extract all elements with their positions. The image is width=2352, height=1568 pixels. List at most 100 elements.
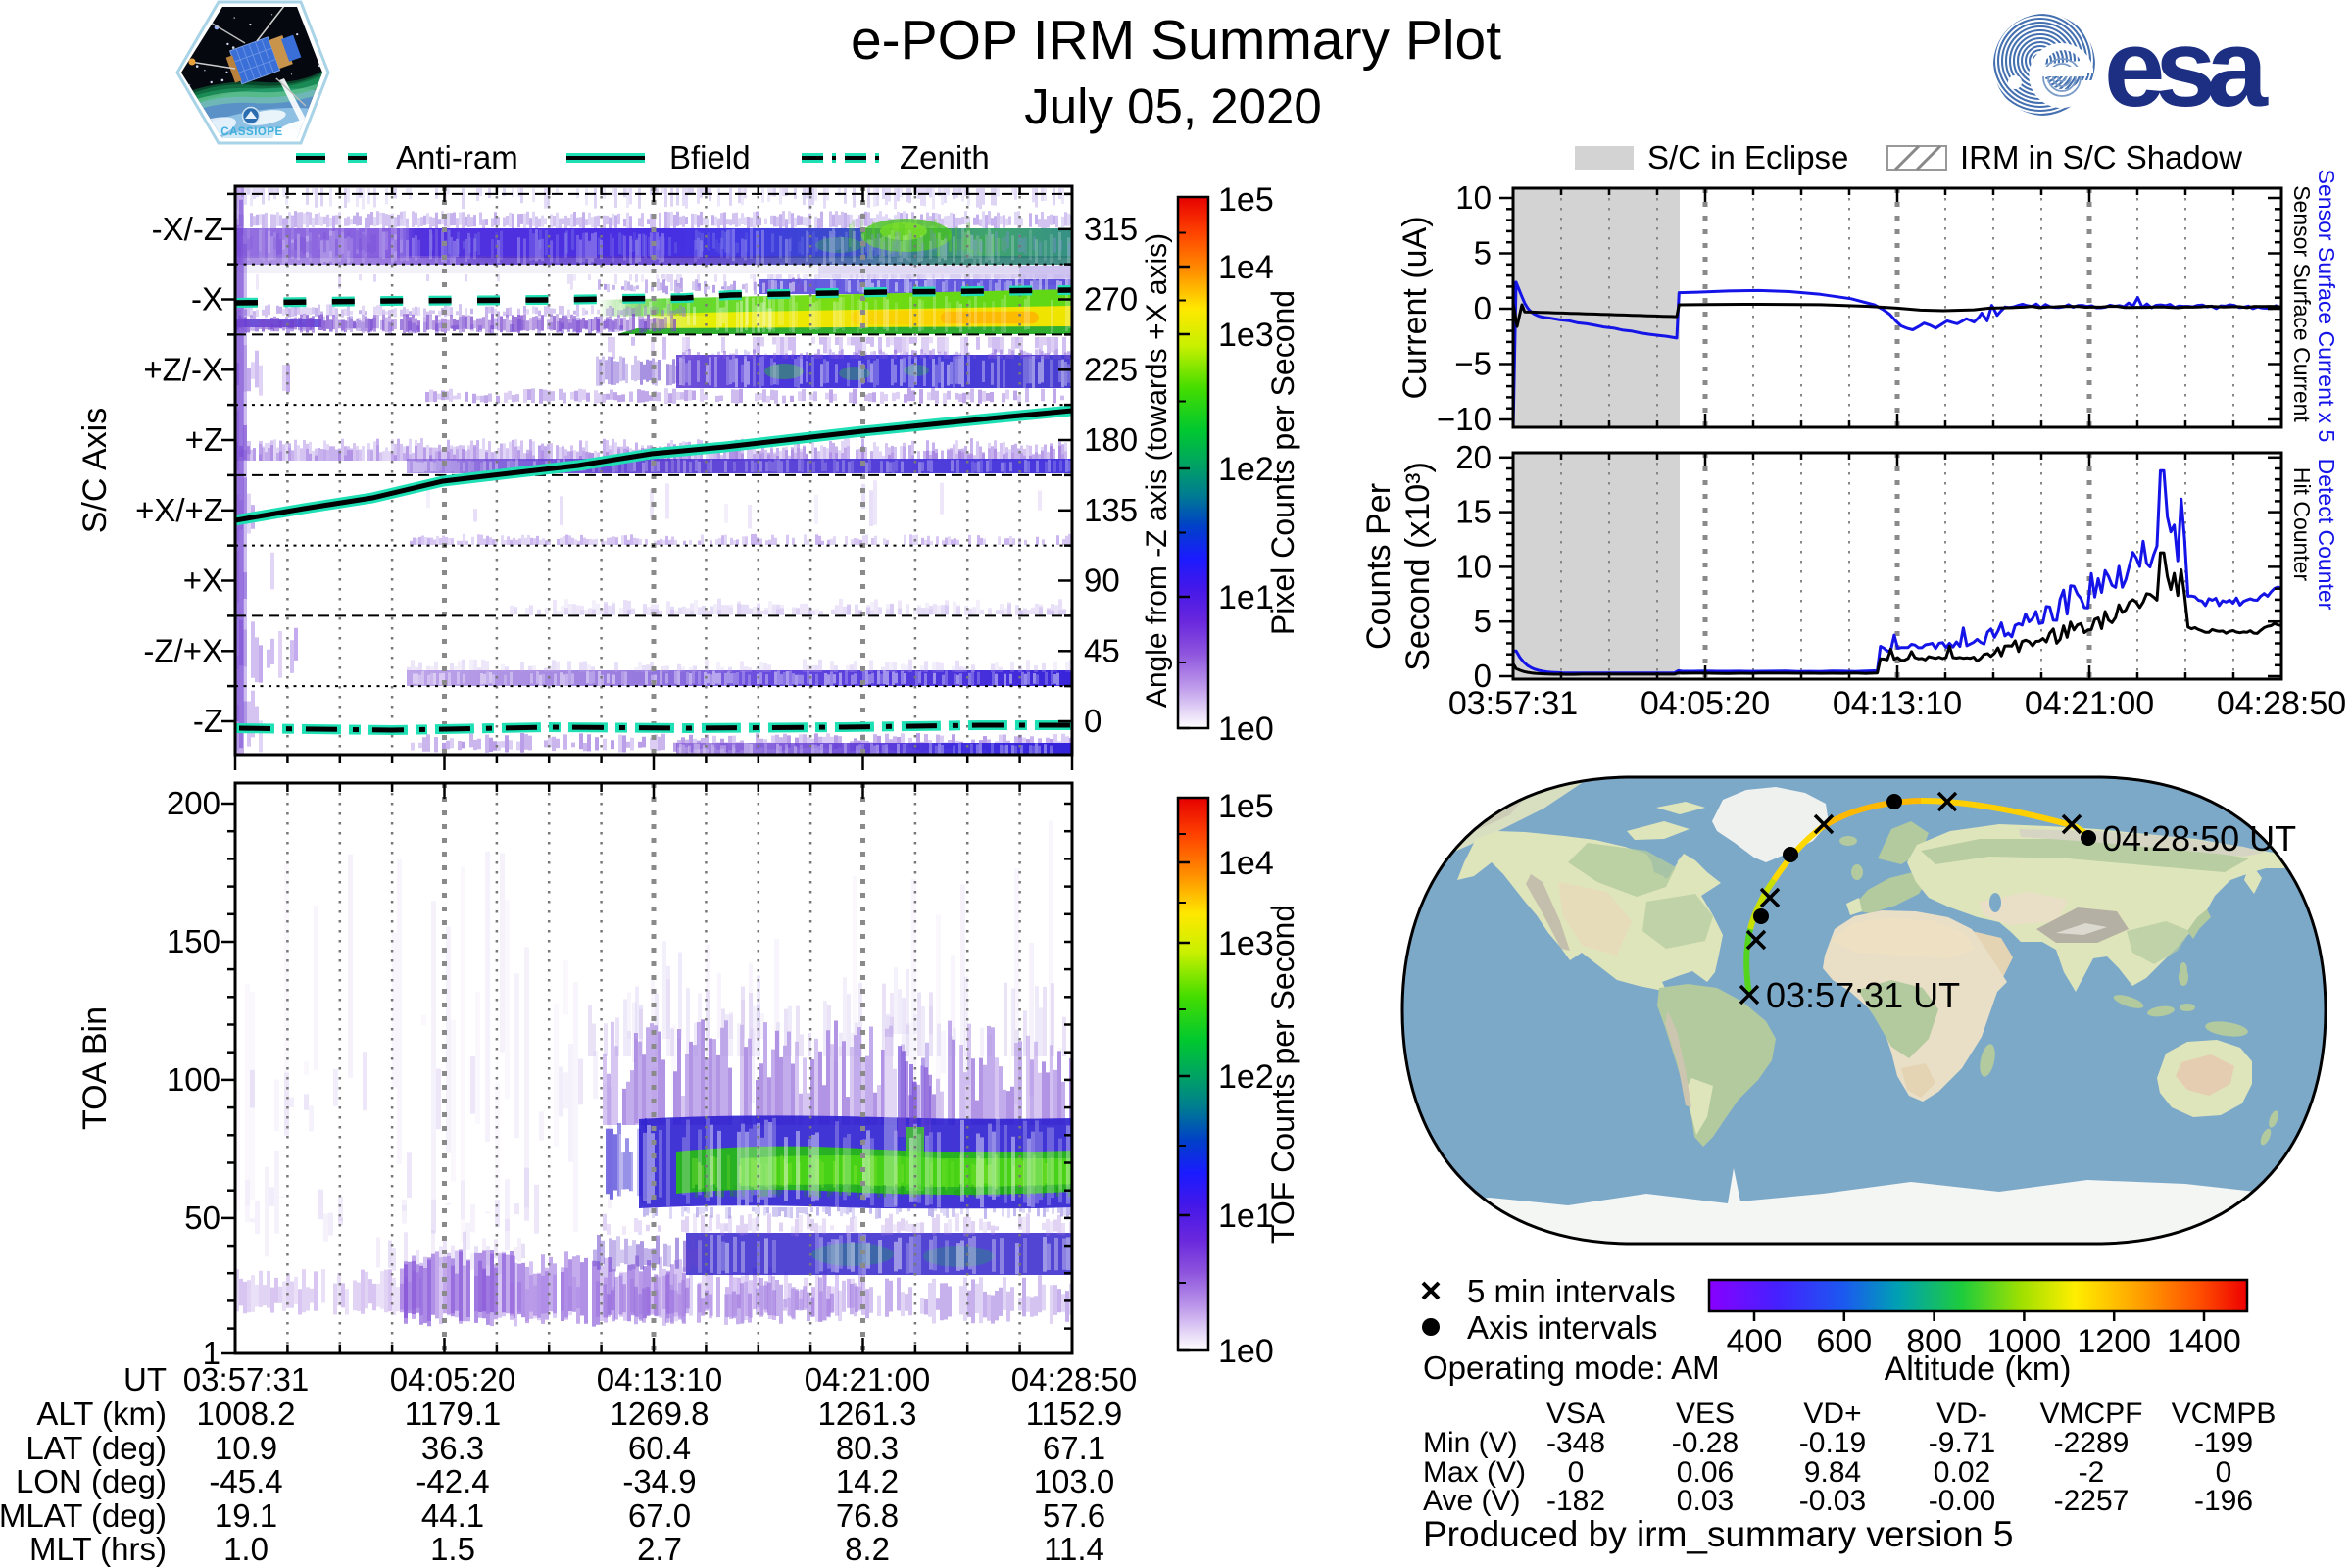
svg-text:-199: -199 xyxy=(2194,1427,2253,1459)
svg-text:1269.8: 1269.8 xyxy=(611,1396,710,1432)
svg-text:Max (V): Max (V) xyxy=(1423,1456,1526,1489)
svg-text:90: 90 xyxy=(1084,563,1120,599)
svg-text:76.8: 76.8 xyxy=(836,1497,899,1534)
svg-text:-Z: -Z xyxy=(193,703,223,739)
svg-text:04:28:50: 04:28:50 xyxy=(2217,685,2346,722)
svg-text:04:05:20: 04:05:20 xyxy=(390,1361,515,1397)
svg-text:0.03: 0.03 xyxy=(1677,1485,1734,1517)
svg-text:-2289: -2289 xyxy=(2054,1427,2130,1459)
svg-text:VES: VES xyxy=(1676,1397,1735,1430)
svg-text:60.4: 60.4 xyxy=(628,1430,691,1466)
svg-text:−10: −10 xyxy=(1437,401,1492,437)
svg-text:400: 400 xyxy=(1727,1323,1783,1360)
svg-text:1e4: 1e4 xyxy=(1218,249,1274,286)
svg-text:10: 10 xyxy=(1455,179,1492,216)
svg-text:VSA: VSA xyxy=(1546,1397,1605,1430)
svg-text:esa: esa xyxy=(2104,7,2269,129)
svg-text:July 05, 2020: July 05, 2020 xyxy=(1024,78,1321,134)
svg-text:200: 200 xyxy=(167,785,220,821)
svg-text:1e2: 1e2 xyxy=(1218,451,1274,488)
svg-text:S/C in Eclipse: S/C in Eclipse xyxy=(1647,139,1848,175)
svg-text:Min (V): Min (V) xyxy=(1423,1427,1518,1459)
svg-text:1e5: 1e5 xyxy=(1218,181,1274,219)
svg-text:5: 5 xyxy=(1474,235,1492,271)
svg-text:1: 1 xyxy=(203,1335,220,1371)
svg-text:9.84: 9.84 xyxy=(1804,1456,1861,1489)
svg-text:57.6: 57.6 xyxy=(1043,1497,1105,1534)
svg-text:1e1: 1e1 xyxy=(1218,579,1274,616)
svg-text:VCMPB: VCMPB xyxy=(2172,1397,2277,1430)
svg-text:Counts Per: Counts Per xyxy=(1360,483,1397,650)
svg-text:270: 270 xyxy=(1084,281,1138,318)
svg-text:1e0: 1e0 xyxy=(1218,710,1274,748)
svg-text:-0.03: -0.03 xyxy=(1799,1485,1866,1517)
svg-text:Axis intervals: Axis intervals xyxy=(1467,1309,1657,1346)
svg-text:Hit Counter: Hit Counter xyxy=(2289,467,2315,582)
svg-text:1200: 1200 xyxy=(2077,1323,2151,1360)
svg-text:Zenith: Zenith xyxy=(900,139,990,175)
svg-text:15: 15 xyxy=(1455,494,1492,530)
svg-text:45: 45 xyxy=(1084,632,1120,668)
svg-text:ALT (km): ALT (km) xyxy=(36,1396,167,1432)
svg-text:Pixel Counts per Second: Pixel Counts per Second xyxy=(1265,290,1300,635)
svg-text:150: 150 xyxy=(167,923,220,959)
svg-text:225: 225 xyxy=(1084,351,1138,387)
svg-text:1e2: 1e2 xyxy=(1218,1058,1274,1096)
svg-text:800: 800 xyxy=(1906,1323,1962,1360)
svg-text:135: 135 xyxy=(1084,492,1138,528)
svg-text:03:57:31: 03:57:31 xyxy=(1448,685,1578,722)
svg-text:67.1: 67.1 xyxy=(1043,1430,1105,1466)
svg-text:04:13:10: 04:13:10 xyxy=(1833,685,1962,722)
svg-text:0: 0 xyxy=(1084,703,1102,739)
svg-text:0.02: 0.02 xyxy=(1934,1456,1990,1489)
svg-text:UT: UT xyxy=(123,1361,167,1397)
svg-text:10.9: 10.9 xyxy=(215,1430,277,1466)
svg-text:-0.19: -0.19 xyxy=(1799,1427,1866,1459)
svg-text:1.0: 1.0 xyxy=(223,1531,269,1567)
svg-text:-34.9: -34.9 xyxy=(622,1463,696,1499)
svg-text:19.1: 19.1 xyxy=(215,1497,277,1534)
svg-text:0: 0 xyxy=(2216,1456,2232,1489)
svg-text:03:57:31 UT: 03:57:31 UT xyxy=(1766,975,1960,1015)
svg-text:36.3: 36.3 xyxy=(421,1430,484,1466)
svg-text:e-POP IRM Summary Plot: e-POP IRM Summary Plot xyxy=(851,9,1501,72)
svg-text:2.7: 2.7 xyxy=(637,1531,682,1567)
svg-text:+X: +X xyxy=(183,563,223,599)
svg-text:Altitude (km): Altitude (km) xyxy=(1885,1350,2072,1388)
svg-text:Second (x10³): Second (x10³) xyxy=(1399,462,1437,671)
svg-text:-0.00: -0.00 xyxy=(1929,1485,1995,1517)
svg-text:MLAT (deg): MLAT (deg) xyxy=(0,1497,167,1534)
svg-text:1000: 1000 xyxy=(1987,1323,2062,1360)
svg-text:1400: 1400 xyxy=(2167,1323,2241,1360)
svg-text:-2: -2 xyxy=(2079,1456,2105,1489)
svg-text:+Z: +Z xyxy=(185,421,223,458)
svg-text:10: 10 xyxy=(1455,548,1492,584)
svg-text:04:21:00: 04:21:00 xyxy=(805,1361,930,1397)
svg-text:Sensor Surface Current: Sensor Surface Current xyxy=(2289,185,2315,422)
svg-text:-42.4: -42.4 xyxy=(416,1463,489,1499)
svg-text:1e1: 1e1 xyxy=(1218,1198,1274,1235)
svg-text:Produced by irm_summary versio: Produced by irm_summary version 5 xyxy=(1423,1514,2014,1554)
svg-text:1261.3: 1261.3 xyxy=(818,1396,917,1432)
svg-text:VD-: VD- xyxy=(1936,1397,1987,1430)
svg-text:+X/+Z: +X/+Z xyxy=(135,492,223,528)
svg-text:1152.9: 1152.9 xyxy=(1026,1396,1122,1432)
svg-text:Ave (V): Ave (V) xyxy=(1423,1485,1520,1517)
svg-text:1179.1: 1179.1 xyxy=(405,1396,501,1432)
svg-text:1008.2: 1008.2 xyxy=(197,1396,296,1432)
svg-text:-45.4: -45.4 xyxy=(209,1463,282,1499)
svg-text:04:21:00: 04:21:00 xyxy=(2025,685,2154,722)
svg-text:04:28:50: 04:28:50 xyxy=(1011,1361,1137,1397)
svg-text:1.5: 1.5 xyxy=(430,1531,475,1567)
svg-text:0: 0 xyxy=(1474,658,1492,694)
svg-text:5 min intervals: 5 min intervals xyxy=(1467,1273,1676,1309)
svg-text:-0.28: -0.28 xyxy=(1672,1427,1739,1459)
svg-text:IRM in S/C Shadow: IRM in S/C Shadow xyxy=(1960,139,2242,175)
svg-text:5: 5 xyxy=(1474,603,1492,639)
svg-text:1e3: 1e3 xyxy=(1218,317,1274,354)
svg-text:-9.71: -9.71 xyxy=(1929,1427,1995,1459)
svg-text:-348: -348 xyxy=(1546,1427,1605,1459)
svg-text:VD+: VD+ xyxy=(1803,1397,1861,1430)
svg-text:67.0: 67.0 xyxy=(628,1497,691,1534)
svg-text:0: 0 xyxy=(1568,1456,1585,1489)
